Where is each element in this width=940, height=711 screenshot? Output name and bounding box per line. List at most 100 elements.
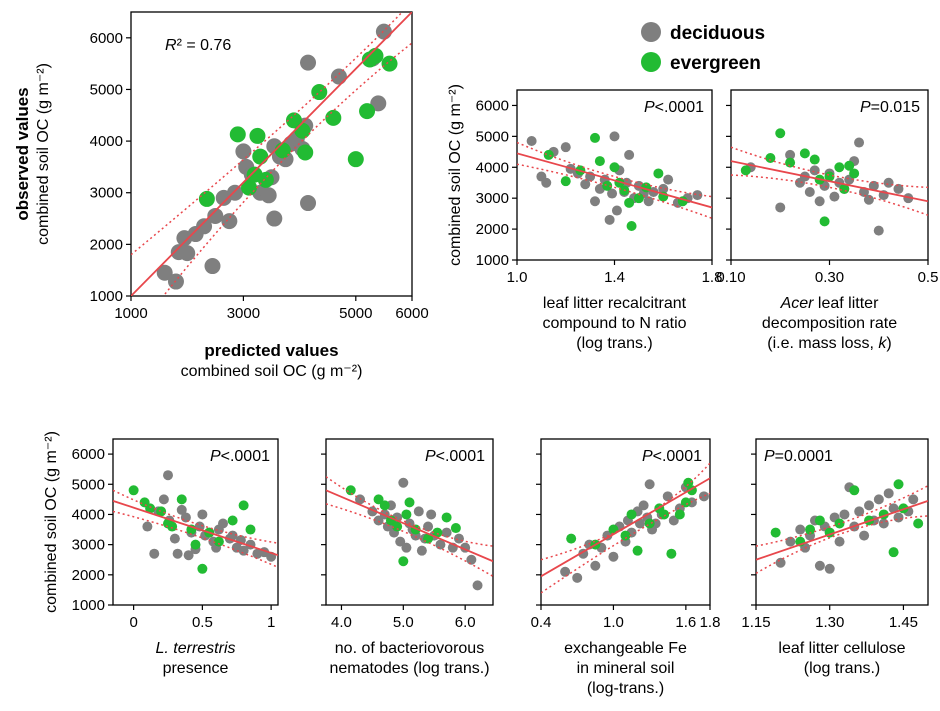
y-tick-label: 3000: [476, 190, 509, 207]
point-evergreen: [198, 190, 215, 207]
x-tick-label: 6.0: [455, 614, 476, 631]
point-deciduous: [266, 210, 283, 227]
point-evergreen: [913, 518, 924, 529]
point-deciduous: [426, 509, 437, 520]
point-deciduous: [180, 512, 191, 523]
point-deciduous: [142, 521, 153, 532]
point-deciduous: [560, 142, 571, 153]
point-evergreen: [381, 55, 398, 72]
point-evergreen: [167, 521, 178, 532]
point-evergreen: [609, 162, 620, 173]
y-tick-label: 5000: [476, 128, 509, 145]
point-evergreen: [325, 109, 342, 126]
point-evergreen: [653, 168, 664, 179]
point-evergreen: [441, 512, 452, 523]
point-deciduous: [809, 165, 820, 176]
point-evergreen: [245, 524, 256, 535]
point-evergreen: [765, 153, 776, 163]
confidence-band: [517, 141, 712, 198]
x-tick-label: 5.0: [393, 614, 414, 631]
x-tick-label: 1.15: [741, 614, 770, 631]
point-evergreen: [590, 132, 600, 143]
point-deciduous: [903, 193, 914, 204]
regression-line: [541, 477, 710, 578]
regression-line: [131, 12, 412, 296]
plot-frame: [540, 438, 711, 606]
p-value-label: P=0.015: [860, 99, 920, 116]
y-tick-label: 1000: [90, 288, 123, 305]
p-value-label: P<.0001: [210, 448, 270, 465]
confidence-band: [326, 503, 493, 577]
point-deciduous: [169, 533, 180, 544]
point-deciduous: [401, 542, 412, 553]
point-evergreen: [398, 556, 409, 567]
point-deciduous: [580, 179, 591, 190]
point-deciduous: [611, 205, 622, 216]
point-deciduous: [398, 477, 409, 488]
point-deciduous: [207, 207, 224, 224]
point-deciduous: [218, 518, 228, 529]
point-deciduous: [590, 560, 601, 571]
point-evergreen: [626, 221, 637, 231]
point-deciduous: [775, 557, 786, 568]
point-deciduous: [373, 515, 384, 526]
point-deciduous: [638, 500, 649, 511]
point-evergreen: [560, 176, 571, 187]
x-tick-label: 6000: [395, 305, 428, 322]
x-tick-label: 1.8: [700, 614, 721, 631]
point-evergreen: [311, 84, 328, 101]
point-evergreen: [345, 485, 356, 496]
point-evergreen: [680, 497, 691, 508]
point-deciduous: [834, 536, 845, 547]
confidence-band: [541, 492, 710, 594]
x-tick-label: 1.8: [702, 269, 723, 286]
y-axis-title: combined soil OC (g m⁻²): [43, 431, 60, 613]
point-deciduous: [854, 137, 865, 148]
x-axis-subtitle: combined soil OC (g m⁻²): [181, 363, 363, 380]
point-deciduous: [662, 491, 673, 502]
point-deciduous: [176, 504, 187, 515]
point-deciduous: [560, 566, 571, 577]
point-evergreen: [602, 180, 613, 191]
point-evergreen: [659, 509, 670, 520]
x-axis-title-line2: in mineral soil: [577, 660, 675, 677]
point-deciduous: [204, 258, 221, 275]
point-evergreen: [367, 47, 384, 64]
x-axis-title: leaf litter recalcitrant: [543, 295, 687, 312]
point-deciduous: [908, 494, 919, 505]
point-deciduous: [149, 548, 160, 559]
point-deciduous: [226, 184, 243, 201]
y-axis-title: observed values: [13, 87, 32, 220]
point-evergreen: [197, 563, 208, 574]
point-deciduous: [698, 491, 709, 502]
point-deciduous: [300, 54, 317, 71]
x-axis-title: L. terrestris: [155, 640, 235, 657]
x-axis-title-line3: (log-trans.): [587, 680, 664, 697]
point-deciduous: [156, 264, 173, 281]
y-tick-label: 6000: [90, 30, 123, 47]
x-tick-label: 3000: [227, 305, 260, 322]
legend-marker-evergreen: [641, 52, 661, 72]
point-deciduous: [663, 174, 674, 185]
point-deciduous: [643, 196, 654, 207]
point-deciduous: [893, 512, 904, 523]
point-deciduous: [608, 551, 619, 562]
point-evergreen: [241, 179, 258, 196]
x-axis-title: no. of bacteriovorous: [335, 640, 484, 657]
point-evergreen: [249, 127, 266, 144]
p-value-label: P<.0001: [644, 99, 704, 116]
regression-line: [326, 489, 493, 563]
point-deciduous: [196, 218, 213, 235]
point-deciduous: [183, 550, 194, 561]
regression-line: [113, 500, 278, 557]
point-deciduous: [466, 554, 477, 565]
x-axis-title: Acer leaf litter: [780, 295, 879, 312]
point-evergreen: [834, 162, 845, 173]
regression-line: [517, 152, 712, 209]
point-evergreen: [128, 485, 139, 496]
point-deciduous: [854, 506, 865, 517]
point-evergreen: [145, 503, 156, 514]
point-evergreen: [238, 500, 249, 511]
point-deciduous: [893, 183, 904, 194]
point-deciduous: [179, 245, 196, 262]
